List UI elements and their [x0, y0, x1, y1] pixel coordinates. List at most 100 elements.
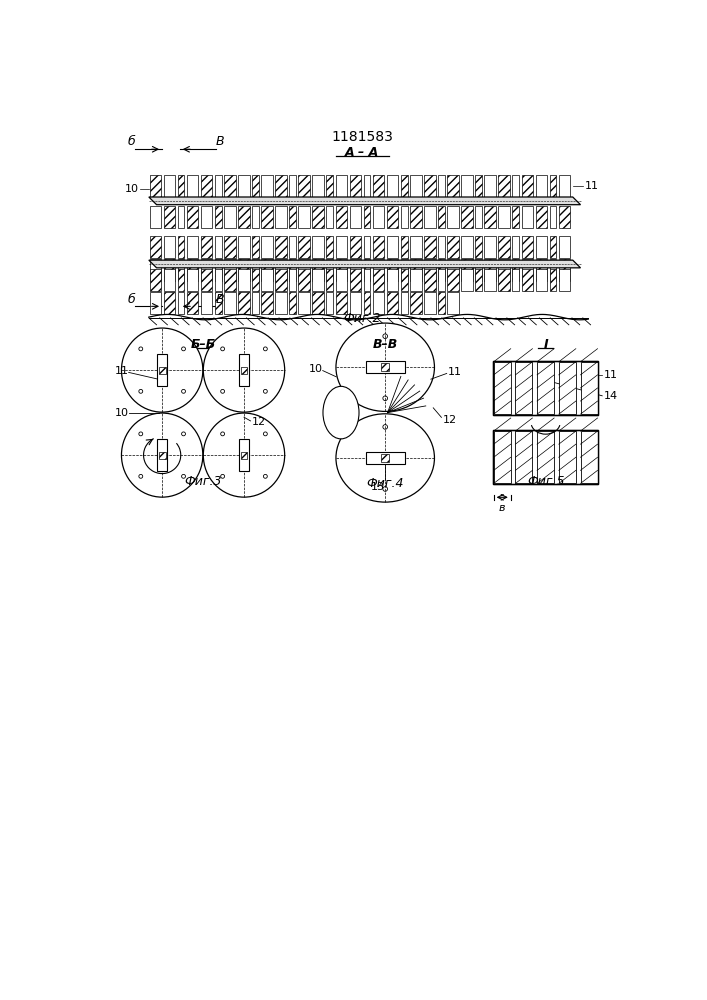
Bar [215, 259, 222, 281]
Bar [515, 362, 532, 414]
Text: 10: 10 [308, 364, 322, 374]
Bar [549, 259, 556, 281]
Bar [238, 292, 250, 314]
Bar [513, 259, 519, 281]
Bar [493, 430, 598, 484]
Text: 11: 11 [448, 367, 462, 377]
Bar [373, 236, 385, 258]
Bar [275, 206, 287, 228]
Bar [537, 431, 554, 483]
Text: В–В: В–В [373, 338, 398, 351]
Bar [327, 175, 333, 197]
Text: 10: 10 [124, 184, 139, 194]
Bar [224, 292, 235, 314]
Ellipse shape [204, 413, 285, 497]
Bar [401, 236, 408, 258]
Bar [366, 361, 404, 373]
Bar [312, 175, 324, 197]
Bar [275, 292, 287, 314]
Bar [401, 269, 408, 291]
Bar [298, 269, 310, 291]
Bar [537, 362, 554, 414]
Bar [150, 206, 161, 228]
Bar [336, 206, 347, 228]
Bar [239, 354, 249, 386]
Bar [252, 292, 259, 314]
Bar [498, 259, 510, 281]
Bar [381, 454, 389, 462]
Bar [312, 206, 324, 228]
Bar [461, 259, 473, 281]
Bar [387, 236, 398, 258]
Bar [559, 236, 571, 258]
Bar [289, 175, 296, 197]
Bar [240, 367, 247, 374]
Bar [215, 175, 222, 197]
Bar [461, 175, 473, 197]
Bar [387, 259, 398, 281]
Bar [215, 206, 222, 228]
Bar [289, 206, 296, 228]
Bar [298, 292, 310, 314]
Bar [363, 259, 370, 281]
Ellipse shape [336, 323, 434, 411]
Bar [163, 259, 175, 281]
Bar [336, 175, 347, 197]
Bar [224, 175, 235, 197]
Bar [327, 269, 333, 291]
Bar [187, 206, 199, 228]
Bar [201, 292, 212, 314]
Bar [461, 269, 473, 291]
Bar [327, 206, 333, 228]
Bar [327, 292, 333, 314]
Bar [515, 431, 532, 483]
Bar [484, 269, 496, 291]
Bar [424, 259, 436, 281]
Bar [522, 206, 533, 228]
Bar [559, 431, 575, 483]
Bar [401, 175, 408, 197]
Bar [158, 452, 165, 459]
Bar [513, 269, 519, 291]
Text: Б–Б: Б–Б [190, 338, 216, 351]
Bar [157, 439, 167, 471]
Bar [410, 259, 421, 281]
Bar [177, 236, 185, 258]
Bar [150, 175, 161, 197]
Bar [150, 259, 161, 281]
Bar [289, 292, 296, 314]
Bar [448, 259, 459, 281]
Bar [535, 269, 547, 291]
Text: б: б [127, 135, 135, 148]
Bar [298, 259, 310, 281]
Text: Фиг.5: Фиг.5 [527, 475, 564, 488]
Bar [215, 269, 222, 291]
Bar [387, 175, 398, 197]
Bar [312, 236, 324, 258]
Bar [387, 206, 398, 228]
Bar [177, 175, 185, 197]
Bar [438, 175, 445, 197]
Text: 12: 12 [252, 417, 266, 427]
Bar [549, 206, 556, 228]
Bar [438, 269, 445, 291]
Bar [224, 236, 235, 258]
Bar [239, 439, 249, 471]
Bar [493, 361, 598, 415]
Text: I: I [543, 338, 548, 351]
Bar [559, 175, 571, 197]
Bar [349, 269, 361, 291]
Bar [410, 292, 421, 314]
Text: В: В [216, 293, 224, 306]
Bar [157, 354, 167, 386]
Bar [187, 292, 199, 314]
Bar [424, 292, 436, 314]
Bar [224, 269, 235, 291]
Bar [475, 206, 482, 228]
Bar [177, 259, 185, 281]
Bar [424, 175, 436, 197]
Bar [238, 269, 250, 291]
Bar [261, 175, 273, 197]
Bar [381, 363, 389, 371]
Text: 10: 10 [115, 408, 129, 418]
